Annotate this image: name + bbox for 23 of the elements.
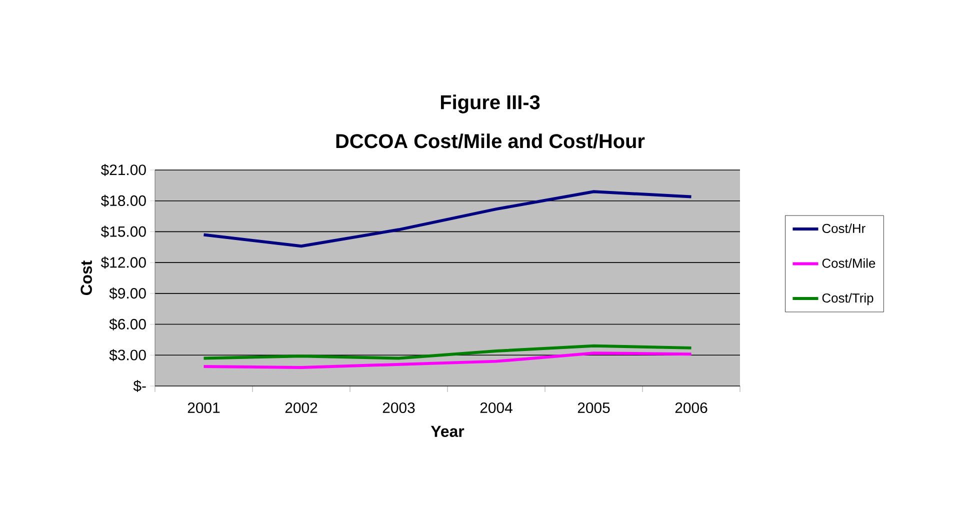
chart-title: Figure III-3 bbox=[440, 94, 540, 114]
legend-label: Cost/Hr bbox=[822, 224, 866, 234]
line-series bbox=[202, 190, 693, 248]
chart-subtitle: DCCOA Cost/Mile and Cost/Hour bbox=[336, 134, 645, 148]
y-tick-label: $3.00 bbox=[109, 349, 146, 362]
x-tick-label: 2004 bbox=[480, 402, 512, 414]
y-tick-label: $6.00 bbox=[109, 318, 146, 330]
x-axis-title: Year bbox=[430, 426, 464, 437]
y-tick-label: $18.00 bbox=[100, 194, 146, 207]
legend-label: Cost/Trip bbox=[822, 293, 874, 306]
x-tick-label: 2003 bbox=[382, 402, 415, 414]
y-axis-title: Cost bbox=[80, 260, 92, 296]
legend-label: Cost/Mile bbox=[822, 258, 876, 268]
line-series bbox=[202, 344, 693, 360]
y-tick-label: $- bbox=[133, 380, 146, 392]
y-tick-label: $21.00 bbox=[100, 164, 146, 176]
y-tick-label: $15.00 bbox=[100, 226, 146, 238]
x-tick-label: 2002 bbox=[285, 402, 318, 414]
y-tick-label: $12.00 bbox=[100, 256, 146, 269]
x-tick-label: 2005 bbox=[578, 402, 610, 414]
x-tick-label: 2006 bbox=[675, 402, 708, 414]
x-tick-label: 2001 bbox=[188, 402, 220, 414]
y-tick-label: $9.00 bbox=[109, 287, 146, 300]
